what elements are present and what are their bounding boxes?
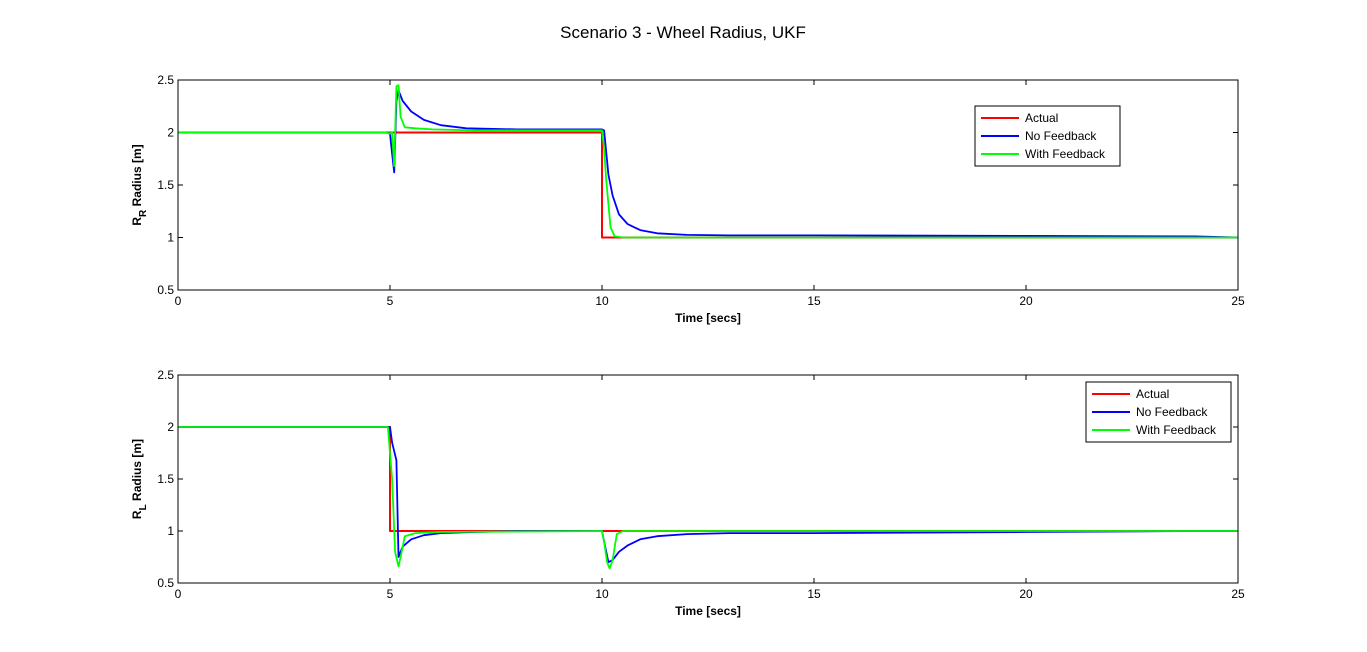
legend-entry: No Feedback: [1025, 129, 1097, 143]
legend-entry: Actual: [1136, 387, 1169, 401]
y-axis-label: RR Radius [m]: [130, 144, 149, 225]
y-tick-label: 0.5: [157, 283, 174, 297]
x-tick-label: 5: [387, 294, 394, 308]
series-line-with-feedback: [178, 426, 1238, 570]
x-axis-label: Time [secs]: [675, 311, 741, 325]
y-axis-label-subscript: R: [138, 209, 149, 217]
x-tick-label: 25: [1231, 294, 1245, 308]
x-tick-label: 20: [1019, 587, 1033, 601]
axes-frame: [177, 374, 1239, 584]
x-tick-label: 20: [1019, 294, 1033, 308]
y-tick-label: 2.5: [157, 73, 174, 87]
legend-entry: No Feedback: [1136, 405, 1208, 419]
y-tick-label: 0.5: [157, 576, 174, 590]
x-axis-label: Time [secs]: [675, 604, 741, 618]
series-line-with-feedback: [178, 84, 1238, 239]
y-axis-label-subscript: L: [138, 504, 149, 510]
y-tick-label: 1: [167, 524, 174, 538]
y-axis-label-main: R: [130, 217, 144, 226]
x-tick-label: 5: [387, 587, 394, 601]
y-axis-label: RL Radius [m]: [130, 439, 149, 519]
y-tick-label: 2: [167, 420, 174, 434]
x-tick-label: 15: [807, 587, 821, 601]
y-axis-label-rest: Radius [m]: [130, 144, 144, 209]
legend-entry: With Feedback: [1025, 147, 1106, 161]
axes-frame: [177, 79, 1239, 291]
x-tick-label: 15: [807, 294, 821, 308]
axes-left-wheel: 0 5 10 15 20 25 0.5 1 1.5 2 2.5 Time [secs] RL Radiu…: [130, 368, 1245, 618]
axes-right-wheel: 0 5 10 15 20 25 0.5 1 1.5 2 2.5 Time [secs] RR Radiu…: [130, 73, 1245, 325]
x-tick-label: 0: [175, 587, 182, 601]
figure-title: Scenario 3 - Wheel Radius, UKF: [560, 23, 806, 42]
y-tick-label: 2.5: [157, 368, 174, 382]
y-tick-label: 1.5: [157, 472, 174, 486]
legend-entry: With Feedback: [1136, 423, 1217, 437]
x-tick-label: 0: [175, 294, 182, 308]
y-tick-label: 1: [167, 231, 174, 245]
x-tick-label: 10: [595, 587, 609, 601]
legend-entry: Actual: [1025, 111, 1058, 125]
plot-area: [178, 375, 1238, 583]
y-axis-label-rest: Radius [m]: [130, 439, 144, 504]
y-tick-label: 1.5: [157, 178, 174, 192]
x-tick-label: 10: [595, 294, 609, 308]
y-tick-label: 2: [167, 126, 174, 140]
x-tick-label: 25: [1231, 587, 1245, 601]
y-axis-label-main: R: [130, 510, 144, 519]
